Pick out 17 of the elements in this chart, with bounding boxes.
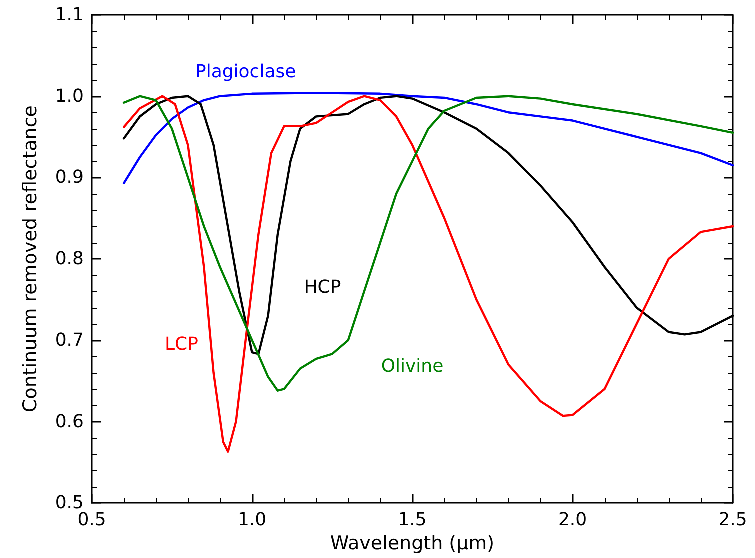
y-tick-label: 1.0 [55, 86, 84, 107]
x-tick-label: 2.0 [558, 510, 588, 531]
y-axis-title: Continuum removed reflectance [20, 106, 42, 413]
x-tick-label: 1.0 [238, 510, 267, 531]
y-tick-label: 0.8 [55, 248, 84, 270]
y-tick-label: 1.1 [55, 4, 84, 26]
series-label: LCP [165, 334, 199, 355]
x-tick-label: 2.5 [718, 510, 748, 531]
y-tick-label: 0.9 [55, 167, 84, 188]
y-tick-label: 0.7 [55, 330, 84, 351]
series-label: Plagioclase [195, 61, 296, 82]
series-label: HCP [304, 277, 342, 298]
x-tick-label: 1.5 [398, 510, 427, 531]
x-tick-label: 0.5 [78, 510, 106, 531]
y-tick-label: 0.6 [55, 411, 84, 432]
text: Olivine [381, 356, 444, 377]
x-axis-title: Wavelength (μm) [330, 532, 495, 554]
